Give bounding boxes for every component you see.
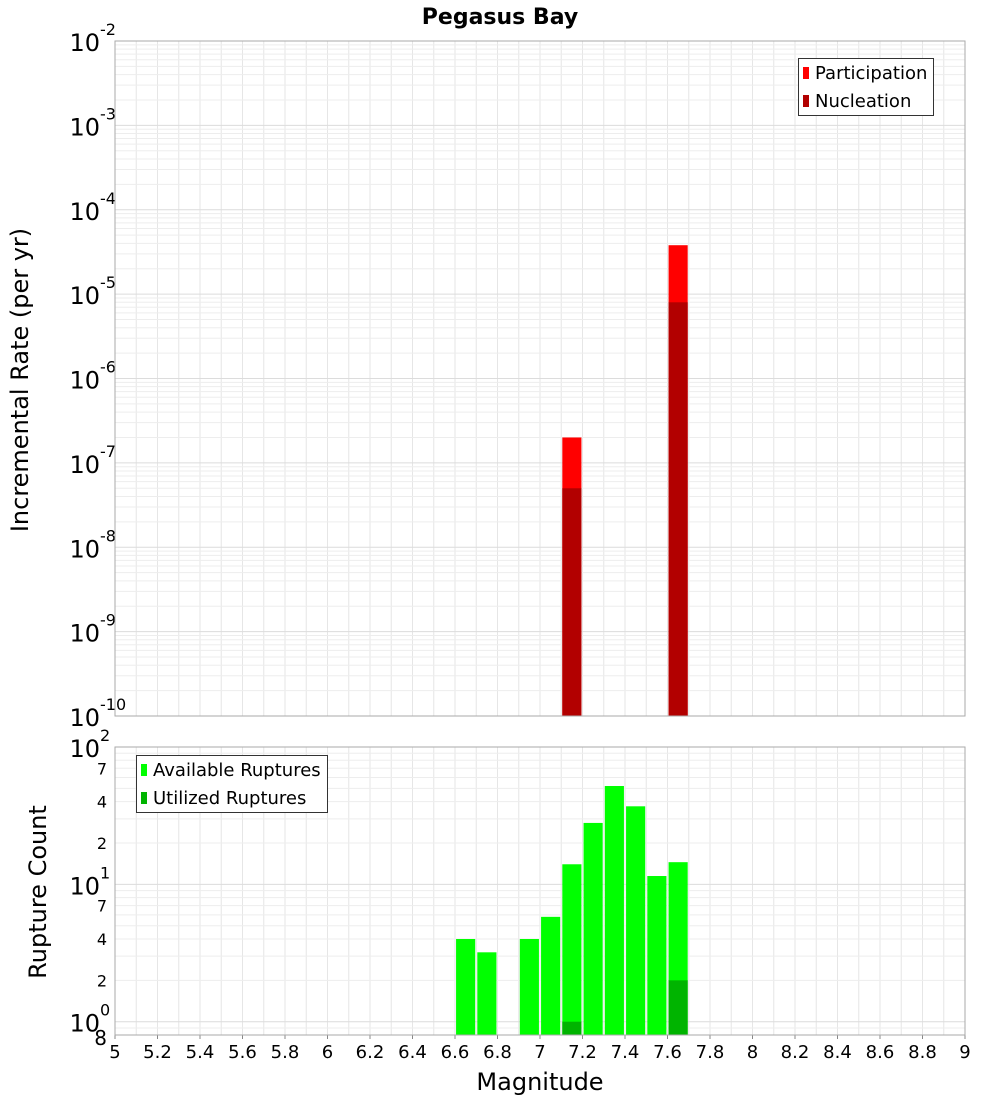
y-tick-exponent: -6: [100, 358, 116, 377]
legend-item-utilized: Utilized Ruptures: [137, 784, 327, 812]
bar-available-ruptures: [541, 916, 561, 1035]
legend-label-participation: Participation: [815, 62, 928, 84]
rate-legend: Participation Nucleation: [798, 58, 935, 116]
x-tick-label: 7.4: [611, 1042, 640, 1063]
y-tick-label: 7: [97, 759, 107, 778]
legend-item-participation: Participation: [799, 59, 933, 87]
bar-nucleation: [562, 488, 582, 716]
participation-swatch: [803, 67, 809, 79]
x-tick-label: 7.6: [653, 1042, 682, 1063]
y-tick-exponent: -2: [100, 20, 116, 39]
y-tick-exponent: -10: [100, 695, 126, 714]
available-swatch: [141, 764, 147, 776]
x-tick-label: 6.2: [356, 1042, 385, 1063]
y-tick-label: 4: [97, 930, 107, 949]
bar-available-ruptures: [562, 864, 582, 1035]
legend-item-available: Available Ruptures: [137, 756, 327, 784]
y-tick-label: 10: [69, 451, 100, 479]
y-tick-label: 10: [69, 282, 100, 310]
x-tick-label: 5.4: [186, 1042, 215, 1063]
y-tick-exponent: -4: [100, 189, 116, 208]
y-tick-label: 10: [69, 704, 100, 732]
x-tick-label: 8.2: [781, 1042, 810, 1063]
y-tick-exponent: 1: [100, 863, 110, 882]
chart-title: Pegasus Bay: [422, 5, 578, 30]
y-tick-label: 8: [94, 1026, 107, 1050]
y-tick-exponent: -8: [100, 526, 116, 545]
nucleation-swatch: [803, 95, 809, 107]
y-tick-exponent: 0: [100, 1001, 110, 1020]
y-tick-label: 10: [69, 198, 100, 226]
y-tick-label: 10: [69, 113, 100, 141]
y-tick-label: 10: [69, 1010, 100, 1038]
legend-label-utilized: Utilized Ruptures: [153, 787, 307, 809]
x-tick-label: 7.2: [568, 1042, 597, 1063]
y-tick-exponent: -3: [100, 104, 116, 123]
legend-label-available: Available Ruptures: [153, 759, 321, 781]
utilized-swatch: [141, 792, 147, 804]
y-tick-exponent: -5: [100, 273, 116, 292]
bar-available-ruptures: [519, 939, 539, 1035]
x-tick-label: 5: [109, 1042, 120, 1063]
rate-y-axis-label: Incremental Rate (per yr): [6, 228, 34, 532]
rate-plot-grid: [114, 40, 966, 717]
y-tick-label: 10: [69, 367, 100, 395]
x-tick-label: 5.6: [228, 1042, 257, 1063]
rate-plot-bars: [562, 245, 688, 717]
x-tick-label: 8.8: [908, 1042, 937, 1063]
y-tick-label: 10: [69, 872, 100, 900]
bar-utilized-ruptures: [562, 1021, 582, 1035]
x-tick-label: 8.6: [866, 1042, 895, 1063]
y-tick-label: 10: [69, 620, 100, 648]
count-y-axis-label: Rupture Count: [24, 805, 52, 979]
x-tick-label: 5.2: [143, 1042, 172, 1063]
magnitude-x-axis-label: Magnitude: [476, 1068, 603, 1096]
bar-available-ruptures: [583, 822, 603, 1035]
x-tick-label: 8: [747, 1042, 758, 1063]
x-tick-label: 6.4: [398, 1042, 427, 1063]
legend-item-nucleation: Nucleation: [799, 87, 933, 115]
count-plot-bars: [456, 786, 688, 1035]
y-tick-exponent: -7: [100, 442, 116, 461]
x-tick-label: 6.8: [483, 1042, 512, 1063]
count-plot-x-ticks: 5 5.2 5.4 5.6 5.8 6 6.2 6.4 6.6 6.8 7 7.2 7.4 7.6 7.8 8…: [109, 1035, 971, 1063]
y-tick-exponent: 2: [100, 726, 110, 745]
y-tick-label: 2: [97, 834, 107, 853]
bar-available-ruptures: [647, 876, 667, 1035]
bar-available-ruptures: [604, 786, 624, 1035]
x-tick-label: 6: [322, 1042, 333, 1063]
x-tick-label: 5.8: [271, 1042, 300, 1063]
x-tick-label: 6.6: [441, 1042, 470, 1063]
y-tick-label: 2: [97, 971, 107, 990]
count-plot-frame: [114, 746, 966, 1036]
y-tick-label: 10: [69, 29, 100, 57]
x-tick-label: 7.8: [696, 1042, 725, 1063]
y-tick-label: 4: [97, 793, 107, 812]
bar-nucleation: [668, 302, 688, 716]
bar-available-ruptures: [456, 939, 476, 1035]
y-tick-label: 10: [69, 735, 100, 763]
bar-utilized-ruptures: [668, 980, 688, 1035]
x-tick-label: 9: [959, 1042, 970, 1063]
bar-available-ruptures: [477, 952, 497, 1035]
count-legend: Available Ruptures Utilized Ruptures: [136, 755, 328, 813]
rate-plot-frame: [114, 40, 966, 717]
y-tick-label: 10: [69, 535, 100, 563]
y-tick-exponent: -9: [100, 611, 116, 630]
x-tick-label: 8.4: [823, 1042, 852, 1063]
x-tick-label: 7: [534, 1042, 545, 1063]
y-tick-label: 7: [97, 897, 107, 916]
legend-label-nucleation: Nucleation: [815, 90, 912, 112]
bar-available-ruptures: [626, 806, 646, 1035]
